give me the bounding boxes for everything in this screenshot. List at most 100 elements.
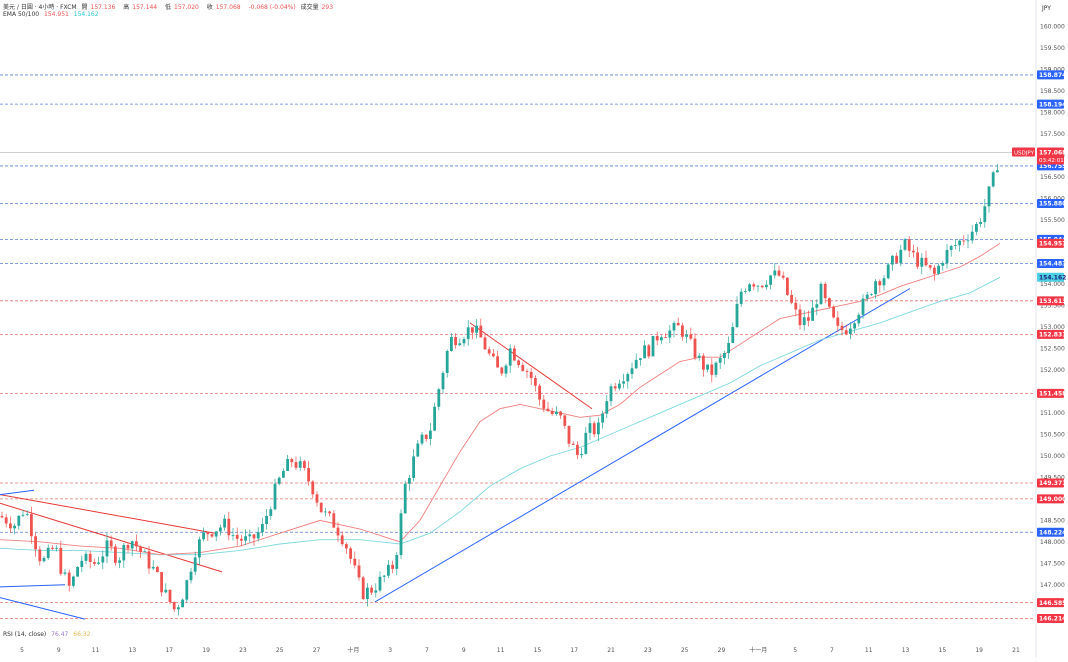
candle-body: [193, 557, 197, 572]
price-tick-label: 153.500: [1040, 303, 1065, 310]
candle-body: [882, 278, 886, 286]
level-tag-label: 148.224: [1039, 529, 1066, 536]
candle-body: [714, 362, 718, 375]
time-axis: 5 9 11 13 17 19 23 25 27 十月 3 7 9 11 15 17 21 23 25 29 十一月 5 7…: [20, 646, 1020, 654]
candle-body: [739, 291, 743, 304]
candle-body: [4, 517, 8, 524]
candle-body: [567, 425, 571, 444]
candle-body: [475, 325, 478, 333]
candle-body: [248, 534, 252, 537]
ema-legend[interactable]: EMA 50/100 154.951 154.162: [3, 11, 102, 18]
candle-body: [114, 546, 117, 563]
level-tag: [1037, 70, 1064, 80]
ema100-line: [0, 276, 1001, 556]
level-tag-label: 158.194: [1039, 101, 1066, 108]
time-tick-label: 23: [644, 647, 652, 654]
ema-label: EMA 50/100: [3, 11, 40, 18]
candle-body: [907, 239, 911, 251]
candle-body: [521, 365, 525, 371]
candle-body: [261, 523, 264, 533]
candle-body: [429, 430, 432, 439]
rsi-label: RSI (14, close): [3, 631, 47, 638]
candle-body: [655, 335, 659, 341]
level-tag-label: 155.880: [1039, 201, 1066, 208]
time-tick-label: 十月: [347, 646, 359, 654]
candle-body: [979, 222, 982, 224]
candle-body: [189, 571, 193, 581]
price-tick-label: 153.000: [1040, 324, 1065, 331]
candle-body: [445, 351, 449, 373]
candle-body: [945, 249, 949, 263]
price-tick-label: 158.000: [1040, 109, 1065, 116]
candle-body: [836, 317, 840, 326]
candle-body: [672, 322, 676, 331]
time-tick-label: 19: [975, 647, 983, 654]
price-axis: 147.000 147.500 148.000 148.500 149.000 149.5…: [1035, 0, 1065, 658]
candle-body: [202, 532, 205, 540]
candle-body: [752, 284, 756, 287]
candle-body: [403, 483, 407, 514]
candle-body: [639, 358, 642, 360]
candle-body: [172, 602, 176, 610]
candle-body: [151, 566, 155, 569]
candle-body: [504, 365, 508, 374]
candle-body: [538, 385, 541, 400]
candle-body: [387, 564, 390, 576]
candle-body: [265, 515, 268, 524]
price-tick-label: 148.500: [1040, 517, 1065, 524]
candle-body: [513, 348, 516, 361]
time-tick-label: 25: [681, 647, 689, 654]
time-tick-label: 11: [497, 647, 505, 654]
candle-body: [319, 502, 323, 513]
high-label: 高: [123, 4, 130, 11]
level-tag: [1037, 614, 1064, 624]
price-tick-label: 160.000: [1040, 24, 1065, 31]
candle-body: [63, 572, 67, 574]
candle-body: [933, 267, 936, 274]
level-tag: [1037, 329, 1064, 339]
candle-body: [454, 337, 457, 346]
candle-body: [861, 298, 865, 315]
candle-body: [613, 386, 617, 389]
close-value: 157.068: [215, 4, 241, 11]
candle-body: [760, 285, 764, 288]
price-tick-label: 152.000: [1040, 367, 1065, 374]
time-tick-label: 21: [1012, 647, 1020, 654]
candle-body: [51, 547, 54, 549]
candle-body: [160, 572, 163, 593]
candle-body: [118, 560, 121, 563]
candle-body: [975, 223, 978, 232]
candle-body: [399, 513, 403, 556]
candle-body: [492, 353, 495, 357]
price-tick-label: 152.500: [1040, 346, 1065, 353]
candle-body: [899, 249, 903, 263]
time-tick-label: 3: [388, 647, 392, 654]
price-tick-label: 157.500: [1040, 131, 1065, 138]
candle-body: [67, 572, 71, 586]
candle-body: [30, 514, 33, 537]
level-tag-label: 154.483: [1039, 261, 1066, 268]
candle-body: [177, 607, 180, 610]
candle-body: [42, 558, 46, 562]
candle-body: [857, 314, 861, 324]
trendline: [0, 494, 216, 534]
volume-value: 293: [321, 4, 334, 11]
time-tick-label: 23: [239, 647, 247, 654]
candle-body: [634, 359, 638, 369]
level-tag-label: 146.214: [1039, 616, 1066, 623]
candle-body: [924, 257, 928, 266]
candle-body: [214, 531, 218, 537]
candle-body: [252, 534, 256, 539]
rsi-legend[interactable]: RSI (14, close) 76.47 66.32: [3, 631, 93, 638]
candle-body: [298, 461, 302, 468]
candle-body: [756, 285, 760, 287]
candle-body: [895, 255, 898, 263]
candle-body: [664, 337, 667, 338]
candle-body: [370, 587, 373, 593]
candle-body: [702, 355, 705, 370]
candle-body: [206, 532, 210, 535]
candle-body: [240, 538, 243, 541]
candle-body: [290, 459, 294, 463]
